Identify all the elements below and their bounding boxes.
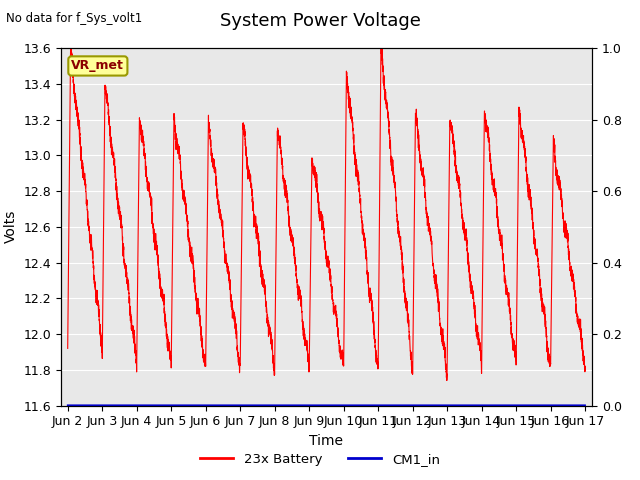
Text: No data for f_Sys_volt1: No data for f_Sys_volt1 <box>6 12 143 25</box>
Text: System Power Voltage: System Power Voltage <box>220 12 420 30</box>
Text: VR_met: VR_met <box>72 60 124 72</box>
Y-axis label: Volts: Volts <box>4 210 18 243</box>
X-axis label: Time: Time <box>309 434 344 448</box>
Legend: 23x Battery, CM1_in: 23x Battery, CM1_in <box>195 447 445 471</box>
